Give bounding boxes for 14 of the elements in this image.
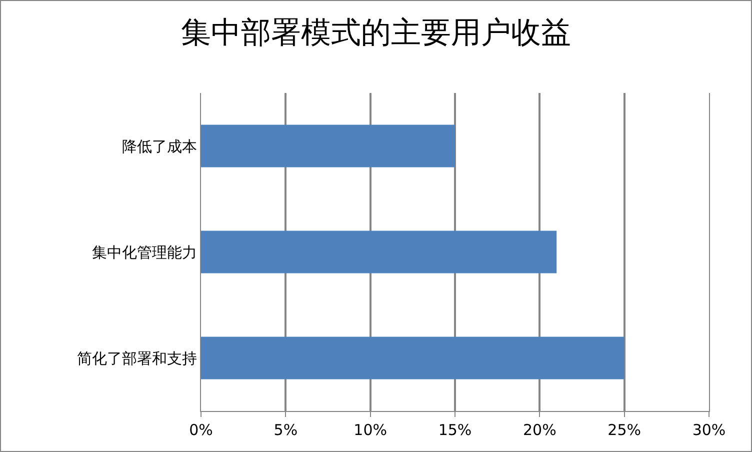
chart-title: 集中部署模式的主要用户收益 [181,15,571,50]
x-tick-label: 20% [523,421,556,439]
x-tick-label: 30% [692,421,726,439]
x-tick-label: 15% [438,421,472,439]
y-tick-label: 降低了成本 [122,137,197,156]
bar [201,336,624,380]
x-tick-label: 5% [274,421,298,439]
x-tick-label: 25% [608,421,641,439]
y-tick-label: 集中化管理能力 [92,243,197,262]
y-tick-label: 简化了部署和支持 [77,349,197,368]
bar [201,124,455,168]
x-tick-label: 10% [354,421,387,439]
bar [201,230,557,274]
x-tick-label: 0% [189,421,213,439]
